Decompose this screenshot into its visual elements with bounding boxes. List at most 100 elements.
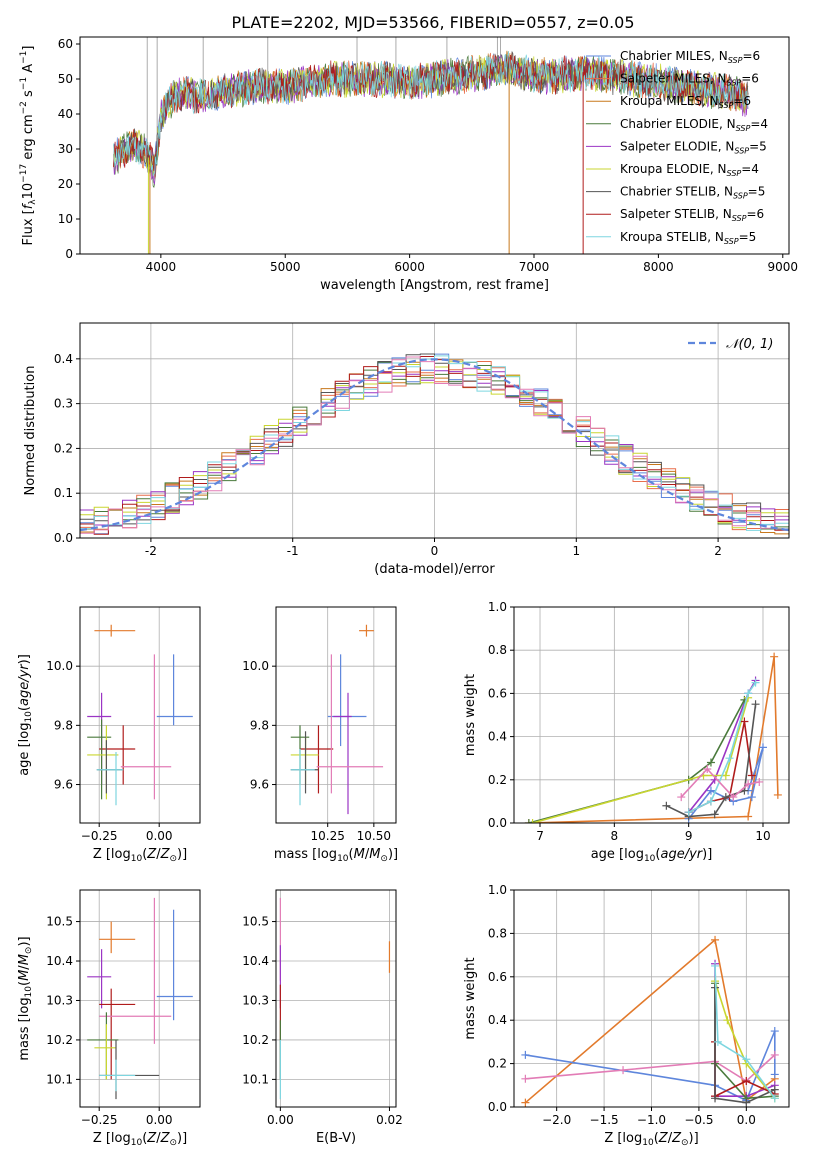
y-tick-label: 10.2 xyxy=(242,1033,269,1047)
x-axis-label: E(B-V) xyxy=(316,1131,356,1146)
plot-area-residuals xyxy=(80,353,789,535)
legend-label-sub: SSP xyxy=(724,237,739,246)
panel-age_weight: 7 8 9 10 0.0 0.2 0.4 0.6 0.8 1.0 age [log10(age/yr… xyxy=(463,600,790,864)
legend-label: 𝒩(0, 1) xyxy=(726,337,773,352)
weight-marker xyxy=(521,1074,530,1083)
weight-series xyxy=(688,747,764,820)
weight-series xyxy=(714,987,776,1104)
legend: 𝒩(0, 1) xyxy=(688,337,773,352)
weight-marker xyxy=(711,935,720,944)
panel-z_mass: −0.25 0.00 10.1 10.2 10.3 10.4 10.5 Z [log10(Z/… xyxy=(17,889,201,1148)
x-axis-label: age [log10(age/yr)] xyxy=(591,847,713,864)
x-tick-label: 7000 xyxy=(519,260,550,274)
legend-label-sub: SSP xyxy=(728,56,743,65)
x-tick-label: 0.00 xyxy=(146,829,173,843)
weight-marker xyxy=(662,801,671,810)
weight-series xyxy=(666,704,757,818)
y-tick-label: 0.0 xyxy=(488,816,507,830)
legend-label-text: Salpeter STELIB, N xyxy=(620,207,732,221)
weight-marker xyxy=(619,1066,628,1075)
y-tick-label: 10.5 xyxy=(46,915,73,929)
y-tick-label: 0.3 xyxy=(54,397,73,411)
weight-series xyxy=(714,980,776,1099)
y-tick-label: 0.0 xyxy=(488,1100,507,1114)
x-tick-label: 8 xyxy=(611,829,619,843)
x-tick-label: 10 xyxy=(755,829,770,843)
y-tick-label: 0.4 xyxy=(488,1013,507,1027)
x-tick-label: 9 xyxy=(685,829,693,843)
x-tick-label: −0.25 xyxy=(81,829,118,843)
y-tick-label: 10 xyxy=(58,212,73,226)
axes-frame xyxy=(275,889,397,1108)
x-tick-label: -1 xyxy=(287,544,299,558)
weight-marker xyxy=(747,771,756,780)
legend-label-tail: =5 xyxy=(749,139,767,153)
panel-ebv_mass: 0.00 0.02 10.1 10.2 10.3 10.4 10.5 E(B-V) xyxy=(242,889,403,1146)
y-axis-label: mass [log10(M/M⊙)] xyxy=(17,936,34,1060)
x-tick-label: −2.0 xyxy=(542,1113,571,1127)
y-tick-label: 10.3 xyxy=(46,993,73,1007)
axes-frame xyxy=(79,889,201,1108)
plot-area-z_weight xyxy=(521,935,779,1107)
weight-marker xyxy=(770,652,779,661)
legend-label: Chabrier STELIB, NSSP=5 xyxy=(620,185,765,201)
y-tick-label: 40 xyxy=(58,107,73,121)
y-axis-label: mass weight xyxy=(463,674,478,756)
y-tick-label: 0.2 xyxy=(488,773,507,787)
legend-label: Salpeter MILES, NSSP=6 xyxy=(620,72,759,88)
legend-label-tail: =6 xyxy=(742,49,760,63)
x-tick-label: −0.5 xyxy=(684,1113,713,1127)
weight-series xyxy=(528,656,779,823)
legend-label: Chabrier ELODIE, NSSP=4 xyxy=(620,117,768,133)
legend-label: Chabrier MILES, NSSP=6 xyxy=(620,49,760,65)
weight-marker xyxy=(528,819,537,823)
weight-marker xyxy=(521,1098,530,1107)
x-tick-label: 10.25 xyxy=(311,829,345,843)
x-axis-label: Z [log10(Z/Z⊙)] xyxy=(604,1131,698,1148)
legend-label-sub: SSP xyxy=(733,192,748,201)
y-tick-label: 10.3 xyxy=(242,993,269,1007)
y-tick-label: 10.1 xyxy=(242,1072,269,1086)
y-tick-label: 9.8 xyxy=(250,718,269,732)
weight-marker xyxy=(751,700,760,709)
weight-marker xyxy=(521,1050,530,1059)
weight-marker xyxy=(711,1094,720,1103)
x-tick-label: 9000 xyxy=(768,260,799,274)
weight-marker xyxy=(770,1085,779,1094)
weight-marker xyxy=(711,961,720,970)
y-tick-label: 0.2 xyxy=(488,1057,507,1071)
y-tick-label: 0.8 xyxy=(488,926,507,940)
legend-label-tail: =4 xyxy=(750,117,768,131)
axes-frame xyxy=(79,606,201,824)
legend-label-tail: =5 xyxy=(739,230,757,244)
weight-marker xyxy=(744,780,753,789)
weight-marker xyxy=(747,793,756,802)
legend-label-sub: SSP xyxy=(727,169,742,178)
y-tick-label: 0.6 xyxy=(488,686,507,700)
y-tick-label: 0.4 xyxy=(54,352,73,366)
plot-area-ebv_mass xyxy=(279,897,391,1100)
x-axis-label: wavelength [Angstrom, rest frame] xyxy=(320,278,549,293)
legend-label-text: Salpeter ELODIE, N xyxy=(620,139,734,153)
x-axis-label: mass [log10(M/M⊙)] xyxy=(274,847,398,864)
weight-series xyxy=(714,965,776,1099)
weight-marker xyxy=(751,678,760,687)
y-tick-label: 0.1 xyxy=(54,486,73,500)
weight-marker xyxy=(723,1016,732,1025)
legend-label-tail: =5 xyxy=(748,185,766,199)
weight-marker xyxy=(740,717,749,726)
legend-label-text: Chabrier STELIB, N xyxy=(620,185,733,199)
weight-marker xyxy=(677,793,686,802)
weight-marker xyxy=(706,758,715,767)
y-tick-label: 10.1 xyxy=(46,1072,73,1086)
weight-series xyxy=(532,697,749,823)
panel-z_age: −0.25 0.00 9.6 9.8 10.0 Z [log10(Z/Z⊙)] age [l… xyxy=(17,606,201,864)
panel-mass_age: 10.25 10.50 9.6 9.8 10.0 mass [log10(M/M⊙)] xyxy=(242,606,398,864)
y-tick-label: 0.0 xyxy=(54,531,73,545)
legend-label-sub: SSP xyxy=(732,214,747,223)
x-tick-label: −0.25 xyxy=(81,1113,118,1127)
x-tick-label: 4000 xyxy=(146,260,177,274)
x-tick-label: −1.0 xyxy=(637,1113,666,1127)
x-axis-label: Z [log10(Z/Z⊙)] xyxy=(93,1131,187,1148)
x-tick-label: 8000 xyxy=(643,260,674,274)
